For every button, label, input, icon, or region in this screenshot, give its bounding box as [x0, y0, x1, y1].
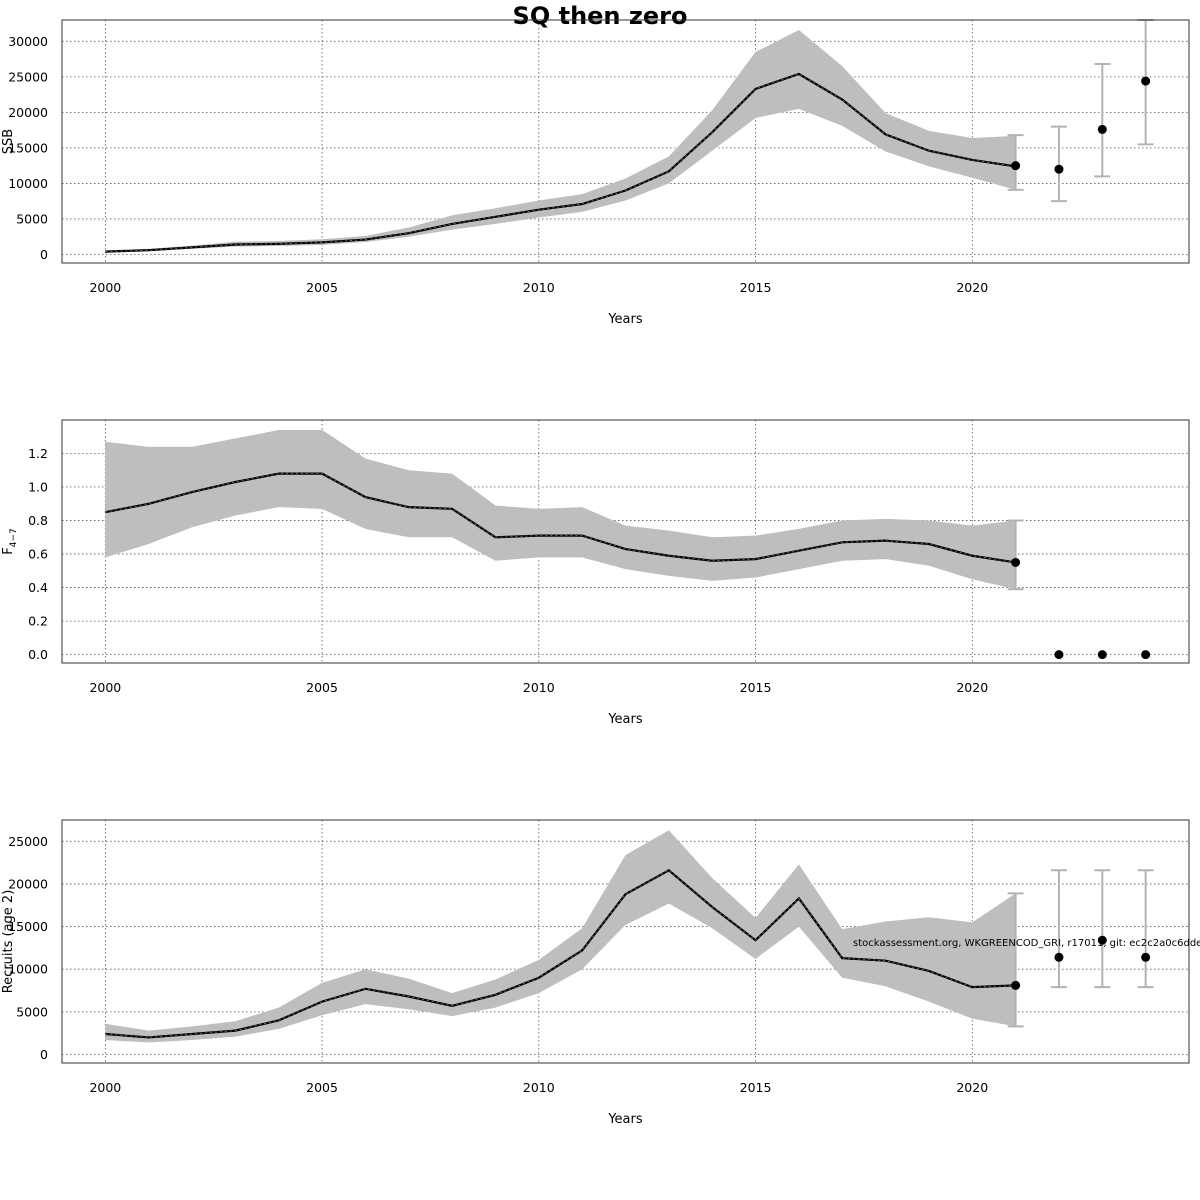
y-tick-label: 20000 [8, 876, 48, 891]
x-tick-label: 2005 [306, 1080, 338, 1095]
y-axis-label: Recruits (age 2) [1, 890, 16, 994]
forecast-errorbar [1137, 869, 1154, 989]
x-tick-label: 2010 [523, 680, 555, 695]
y-axis-label: SSB [1, 129, 16, 154]
forecast-point [1011, 980, 1021, 990]
x-tick-label: 2020 [956, 680, 988, 695]
y-tick-label: 5000 [16, 1004, 48, 1019]
y-tick-label: 30000 [8, 34, 48, 49]
watermark-text: stockassessment.org, WKGREENCOD_GRI, r17… [853, 938, 1200, 949]
x-tick-label: 2000 [89, 1080, 121, 1095]
chart-f: 0.0 0.2 0.4 0.6 0.8 1.0 1.2 2000 2005 2010 2015 202… [1, 419, 1190, 727]
forecast-errorbar [1094, 63, 1111, 178]
forecast-errorbar [1007, 892, 1024, 1028]
plot-frame [61, 19, 1190, 264]
estimate-line-dash [105, 73, 1016, 253]
forecast-point [1141, 650, 1151, 660]
y-tick-label: 0.6 [28, 547, 48, 562]
forecast-point [1011, 161, 1021, 171]
forecast-point [1141, 76, 1151, 86]
forecast-point [1011, 557, 1021, 567]
x-tick-label: 2000 [89, 680, 121, 695]
y-tick-label: 0.8 [28, 513, 48, 528]
y-axis-label-main: F [1, 547, 16, 554]
y-tick-label: 25000 [8, 69, 48, 84]
forecast-point [1054, 164, 1064, 174]
x-tick-label: 2015 [740, 1080, 772, 1095]
plot-frame [61, 819, 1190, 1064]
x-tick-label: 2000 [89, 280, 121, 295]
x-tick-label: 2005 [306, 280, 338, 295]
y-axis-label: F4−7 [1, 528, 19, 554]
forecast-errorbar [1094, 869, 1111, 989]
confidence-band [105, 29, 1016, 253]
figure-title: SQ then zero [513, 2, 688, 30]
y-tick-label: 1.2 [28, 446, 48, 461]
y-tick-label: 20000 [8, 105, 48, 120]
forecast-errorbar [1050, 869, 1067, 989]
x-tick-label: 2015 [740, 680, 772, 695]
x-tick-label: 2010 [523, 280, 555, 295]
x-tick-label: 2020 [956, 280, 988, 295]
x-axis-label: Years [607, 312, 643, 327]
x-axis-label: Years [607, 712, 643, 727]
y-tick-label: 0 [40, 1047, 48, 1062]
chart-ssb: 0 5000 10000 15000 20000 25000 30000 2000 2005 20… [1, 19, 1190, 327]
y-tick-label: 25000 [8, 834, 48, 849]
forecast-point [1054, 952, 1064, 962]
x-tick-label: 2015 [740, 280, 772, 295]
forecast-point [1097, 124, 1107, 134]
x-tick-label: 2010 [523, 1080, 555, 1095]
forecast-point [1097, 650, 1107, 660]
y-tick-label: 5000 [16, 211, 48, 226]
confidence-band [105, 430, 1016, 590]
y-axis-label-subscript: 4−7 [9, 528, 19, 547]
y-tick-label: 0.2 [28, 614, 48, 629]
y-tick-label: 10000 [8, 962, 48, 977]
estimate-line-dash [105, 869, 1016, 1038]
estimate-line-dash [105, 473, 1016, 563]
y-tick-label: 0 [40, 247, 48, 262]
chart-recruits: 0 5000 10000 15000 20000 25000 2000 2005 2010 201… [1, 819, 1190, 1127]
forecast-errorbar [1050, 125, 1067, 203]
estimate-line [105, 72, 1016, 253]
x-tick-label: 2005 [306, 680, 338, 695]
y-tick-label: 0.0 [28, 647, 48, 662]
x-tick-label: 2020 [956, 1080, 988, 1095]
y-tick-label: 15000 [8, 140, 48, 155]
y-tick-label: 0.4 [28, 580, 48, 595]
forecast-errorbar [1007, 519, 1024, 591]
x-axis-label: Years [607, 1112, 643, 1127]
forecast-point [1141, 952, 1151, 962]
forecast-point [1054, 650, 1064, 660]
confidence-band [105, 830, 1016, 1043]
plot-frame [61, 419, 1190, 664]
y-tick-label: 15000 [8, 919, 48, 934]
y-tick-label: 1.0 [28, 480, 48, 495]
y-tick-label: 10000 [8, 176, 48, 191]
forecast-point [1097, 935, 1107, 945]
